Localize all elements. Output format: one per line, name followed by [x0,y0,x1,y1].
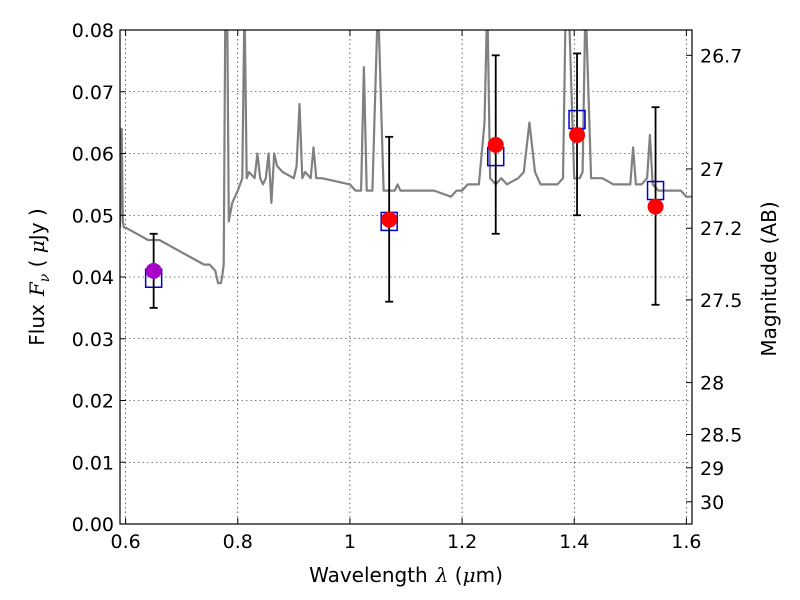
y2-tick-label: 30 [700,492,724,514]
y2-tick-label: 28 [700,373,724,395]
y-tick-label: 0.03 [72,329,114,351]
x-tick-label: 1.6 [671,531,701,553]
y-tick-label: 0.05 [72,205,114,227]
x-tick-label: 1 [344,531,356,553]
right-axis-label: Magnitude (AB) [757,201,781,356]
y2-tick-label: 29 [700,458,724,480]
y-tick-label: 0.08 [72,20,114,42]
x-tick-label: 1.2 [447,531,477,553]
observed-point [145,262,162,279]
y-tick-label: 0.00 [72,514,114,536]
observed-point [569,126,586,143]
y2-tick-label: 27.5 [700,290,742,312]
x-tick-label: 1.4 [559,531,589,553]
y-tick-label: 0.06 [72,144,114,166]
observed-point [381,211,398,228]
y2-tick-label: 28.5 [700,424,742,446]
ticks-layer: 0.6 0.8 1 1.2 1.4 1.6 0.00 0.01 0.02 0.03 0.04 0.05… [72,20,743,553]
y-axis-label: FluxFν ( μJy ) [25,208,53,345]
y-tick-label: 0.02 [72,391,114,413]
y-tick-label: 0.01 [72,452,114,474]
series-layer [120,30,692,309]
observed-point [647,198,664,215]
x-tick-label: 0.8 [223,531,253,553]
x-axis-label: Wavelength λ (μm) [309,563,503,587]
observed-point [487,136,504,153]
x-tick-label: 0.6 [110,531,140,553]
y2-tick-label: 27.2 [700,218,742,240]
y2-tick-label: 26.7 [700,45,742,67]
y-tick-label: 0.07 [72,82,114,104]
y-tick-label: 0.04 [72,267,114,289]
spectrum-line [120,30,692,285]
y2-tick-label: 27 [700,159,724,181]
